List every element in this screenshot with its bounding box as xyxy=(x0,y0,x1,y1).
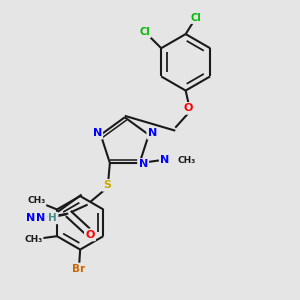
Text: N: N xyxy=(36,213,46,223)
Text: N: N xyxy=(26,213,35,223)
Text: CH₃: CH₃ xyxy=(27,196,45,205)
Text: Cl: Cl xyxy=(191,13,201,23)
Text: O: O xyxy=(184,103,193,113)
Text: CH₃: CH₃ xyxy=(24,235,42,244)
Text: N: N xyxy=(148,128,157,138)
Text: H: H xyxy=(48,213,57,223)
Text: CH₃: CH₃ xyxy=(177,155,196,164)
Text: H: H xyxy=(43,213,52,223)
Text: N: N xyxy=(139,160,148,170)
Text: N: N xyxy=(160,155,170,165)
Text: O: O xyxy=(85,230,95,240)
Text: S: S xyxy=(103,180,111,190)
Text: N: N xyxy=(92,128,102,138)
Text: Cl: Cl xyxy=(140,27,150,37)
Text: Br: Br xyxy=(72,264,85,274)
